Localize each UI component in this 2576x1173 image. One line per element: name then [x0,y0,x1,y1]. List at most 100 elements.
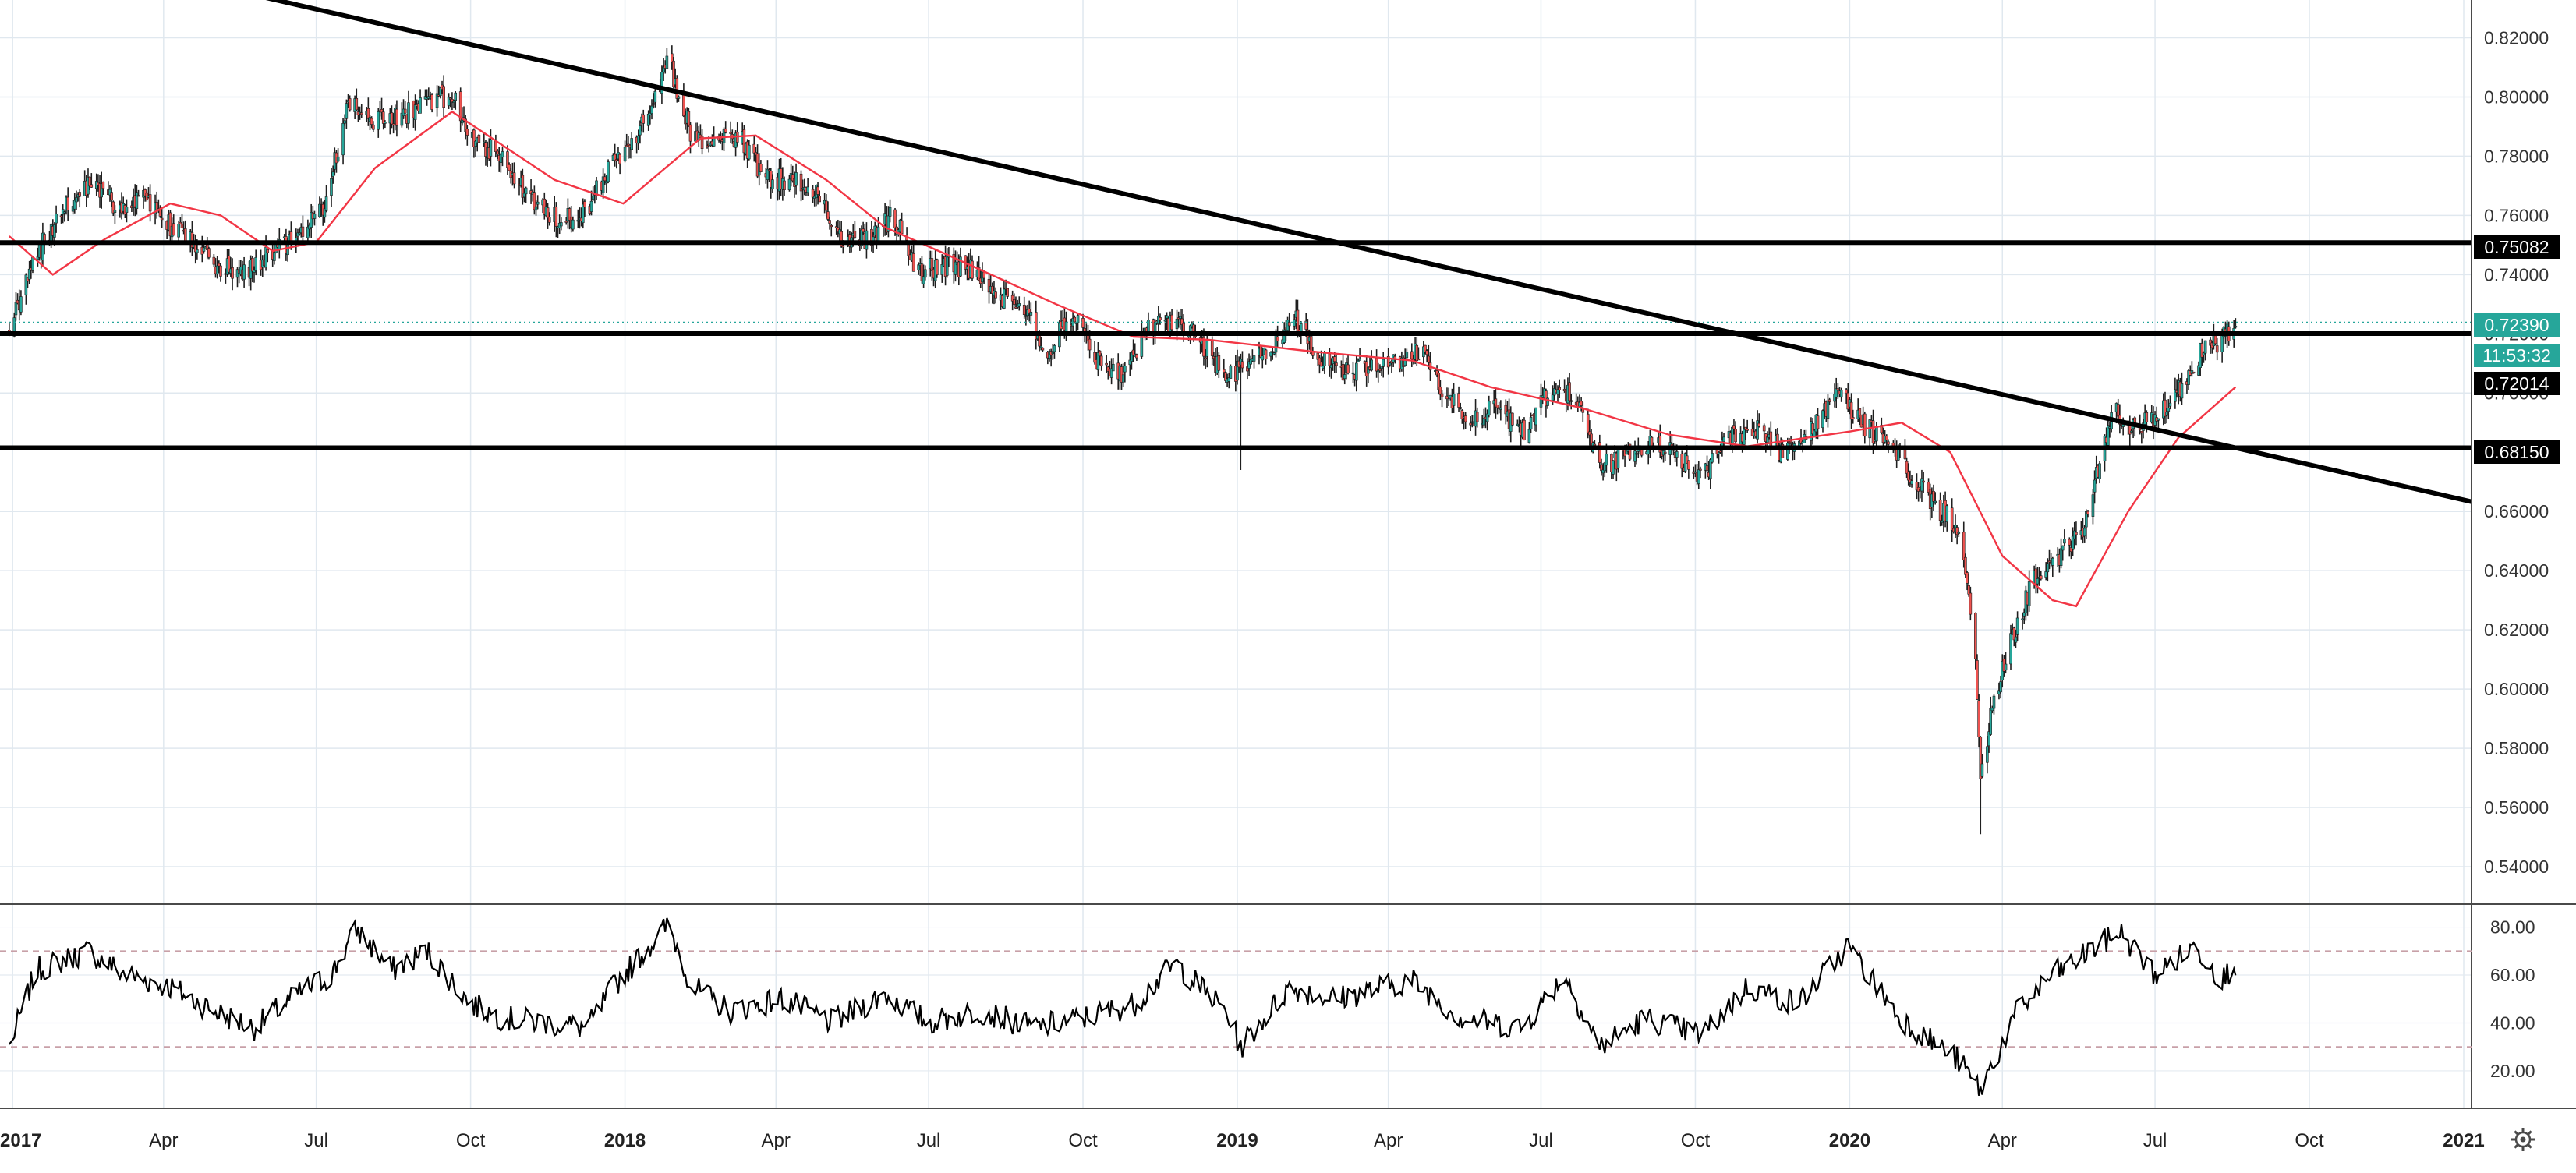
candle-body [940,264,944,275]
candle-body [1568,382,1571,401]
candle [2085,509,2088,539]
candle [135,185,139,215]
candle-body [1612,460,1615,475]
candle [381,108,385,130]
candle-body [1905,461,1909,474]
candle-body [1469,422,1472,426]
candle-body [55,213,58,224]
candle-body [359,112,363,115]
candle-body [148,194,152,212]
time-axis-tick: Oct [1068,1130,1098,1151]
candle [1424,344,1427,355]
candle-body [212,256,216,265]
candle-body [391,123,395,125]
candle [1699,466,1702,479]
candle [1746,419,1749,433]
price-axis-tick: 0.76000 [2484,205,2549,225]
candle-body [202,247,206,252]
price-axis-tick: 0.80000 [2484,87,2549,107]
candle [524,186,528,203]
candle-body [1135,354,1138,359]
countdown-badge-label: 11:53:32 [2482,345,2551,366]
candle-body [1179,316,1182,319]
candle-body [900,220,904,235]
candle-body [1427,355,1431,363]
candle-body [177,224,180,238]
candle-body [1165,315,1169,319]
price-axis-tick: 0.82000 [2484,27,2549,48]
candle-body [930,258,934,271]
candle-body [2203,340,2207,354]
candle-body [971,260,974,279]
candle-body [136,195,140,197]
candle [442,75,445,119]
candle-body [945,255,949,276]
candle-body [2068,539,2072,546]
candle-body [1217,355,1221,371]
candle-body [1380,366,1383,369]
candle [1527,422,1531,444]
candle-body [1109,368,1113,378]
candle-body [2004,663,2008,671]
candle-body [1229,366,1233,379]
candle [1722,433,1725,447]
candle [630,132,633,159]
candle-body [1546,397,1549,406]
candle-body [1757,422,1761,427]
time-axis-tick: Oct [1681,1130,1711,1151]
candle-body [125,207,129,213]
candle-body [1940,521,1944,523]
settings-gear-icon[interactable] [2511,1128,2535,1151]
candle-body [752,143,756,154]
candle-body [642,114,646,124]
candle-body [1934,500,1937,503]
candle [1711,450,1714,464]
candle-body [59,215,63,218]
candle-body [615,159,618,161]
candle-body [2200,343,2204,358]
candle [806,178,809,196]
candle-body [840,231,843,247]
candle [2203,340,2207,361]
candle-body [677,96,681,99]
price-axis-tick: 0.62000 [2484,620,2549,640]
candle-body [841,246,845,248]
candle [419,89,422,114]
candle-body [700,136,704,149]
support-lower-badge-label: 0.68150 [2484,442,2549,462]
candle-body [911,253,915,272]
price-axis-tick: 0.54000 [2484,857,2549,877]
candle-body [1098,350,1102,356]
candle [623,140,627,163]
candle [1335,353,1338,373]
candle-body [1111,363,1115,372]
candle-body [2059,548,2063,567]
candle [1041,347,1045,352]
candle [794,163,798,195]
candle-body [623,147,627,161]
candle [1229,364,1233,379]
candle-body [1816,415,1820,429]
candle-body [345,103,349,119]
candle [650,99,653,120]
candle-body [400,112,404,126]
candle [1073,315,1077,323]
candle-body [1743,429,1746,445]
candle [125,199,129,223]
candle [783,176,786,196]
candle [1485,409,1489,431]
candle [2192,371,2196,374]
candle-body [27,268,31,280]
candle [1511,412,1514,427]
candle [207,246,211,260]
candle-body [1204,357,1207,359]
candle [1463,412,1467,429]
candle [1135,353,1138,361]
candle-body [1534,407,1537,426]
candle-body [1863,413,1867,437]
candle [2107,421,2110,450]
candle-body [1967,585,1971,595]
candle [1934,492,1937,505]
